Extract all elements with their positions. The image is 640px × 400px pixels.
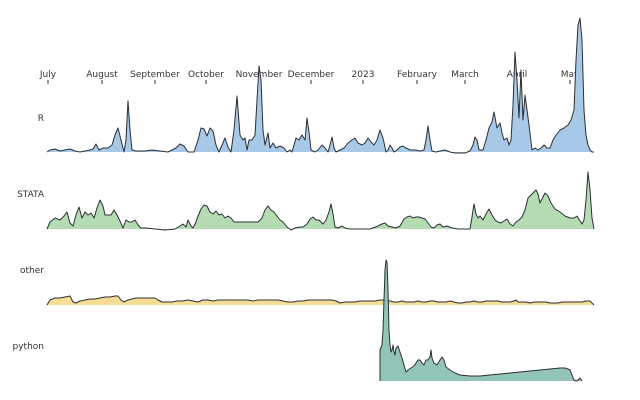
- ridge-outline: [46, 295, 595, 306]
- ridge-area: [47, 18, 594, 153]
- x-tick-label: December: [288, 70, 335, 80]
- x-tick-label: 2023: [352, 70, 375, 80]
- ridge-r: R: [38, 17, 594, 154]
- x-tick-label: October: [188, 70, 224, 80]
- x-axis: JulyAugustSeptemberOctoberNovemberDecemb…: [39, 70, 580, 84]
- ridge-outline: [379, 259, 583, 382]
- ridge-outline: [46, 17, 594, 154]
- series-label: other: [20, 266, 44, 276]
- x-tick-label: July: [39, 70, 57, 80]
- ridge-stata: STATA: [17, 171, 595, 231]
- ridge-area: [380, 260, 582, 381]
- x-tick-label: September: [130, 70, 180, 80]
- ridges: R STATA other python: [13, 17, 595, 382]
- ridge-python: python: [13, 259, 583, 382]
- series-label: STATA: [17, 190, 45, 200]
- ridge-area: [47, 172, 594, 230]
- series-label: R: [38, 114, 44, 124]
- series-label: python: [13, 342, 44, 352]
- x-tick-label: August: [86, 70, 118, 80]
- x-tick-label: February: [397, 70, 438, 80]
- ridge-outline: [46, 171, 595, 231]
- x-tick-label: March: [451, 70, 478, 80]
- x-tick-label: May: [561, 70, 580, 80]
- ridge-other: other: [20, 266, 595, 306]
